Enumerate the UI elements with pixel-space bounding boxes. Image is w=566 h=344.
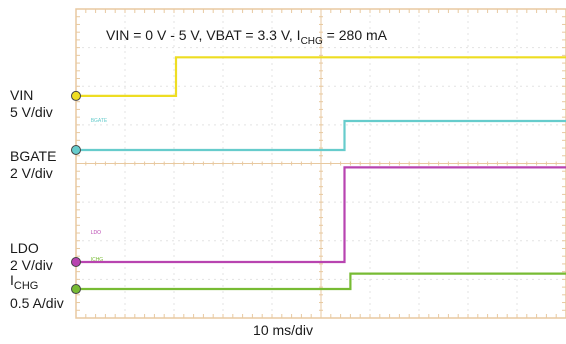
- ichg-scale: 0.5 A/div: [10, 295, 64, 311]
- ldo-label: LDO 2 V/div: [10, 240, 53, 274]
- ichg-label: ICHG 0.5 A/div: [10, 272, 64, 312]
- channel-markers: [71, 90, 81, 295]
- ldo-scale: 2 V/div: [10, 257, 53, 273]
- bgate-name: BGATE: [10, 148, 57, 164]
- ldo-trace: [76, 166, 566, 264]
- ldo-ground-marker: [71, 256, 81, 267]
- ichg-channel-tag: ICHG: [91, 257, 104, 263]
- bgate-trace: [76, 119, 566, 152]
- vin-label: VIN 5 V/div: [10, 87, 53, 121]
- chart-title: VIN = 0 V - 5 V, VBAT = 3.3 V, ICHG = 28…: [106, 27, 387, 47]
- traces: [76, 56, 566, 291]
- vin-ground-marker: [71, 90, 81, 101]
- bgate-channel-tag: BGATE: [91, 118, 108, 124]
- channel-tags: BGATE LDO ICHG: [91, 118, 108, 263]
- vin-name: VIN: [10, 87, 34, 103]
- bgate-ground-marker: [71, 144, 81, 155]
- ldo-name: LDO: [10, 240, 39, 256]
- ldo-channel-tag: LDO: [91, 230, 101, 236]
- ichg-ground-marker: [71, 284, 81, 295]
- ichg-name: ICHG: [10, 272, 39, 292]
- bgate-label: BGATE 2 V/div: [10, 148, 56, 182]
- bgate-scale: 2 V/div: [10, 165, 53, 181]
- vin-trace: [76, 56, 566, 97]
- x-axis-label: 10 ms/div: [253, 322, 313, 338]
- grid: [75, 8, 566, 319]
- vin-scale: 5 V/div: [10, 104, 53, 120]
- ichg-trace: [76, 272, 566, 291]
